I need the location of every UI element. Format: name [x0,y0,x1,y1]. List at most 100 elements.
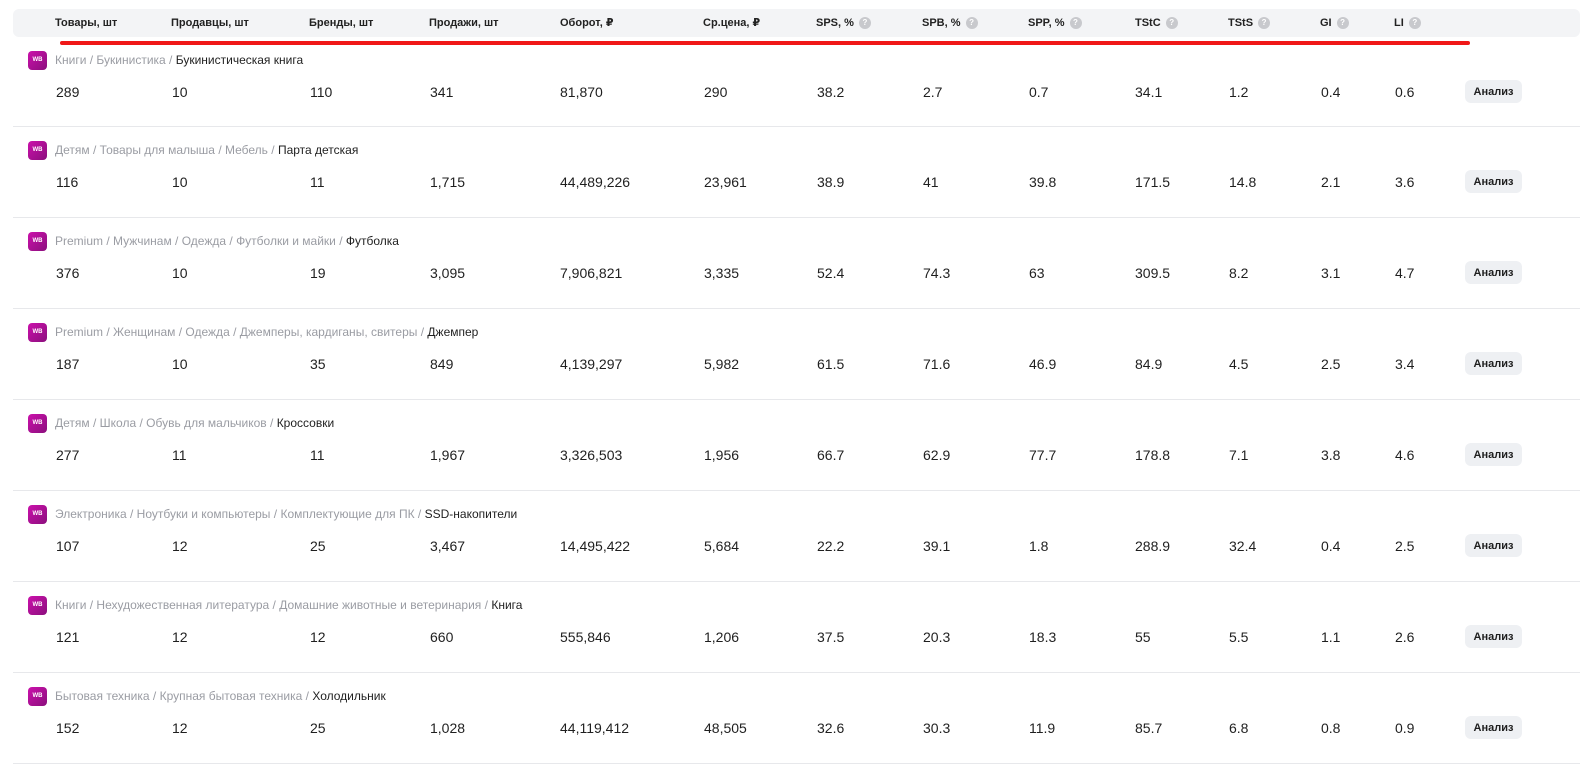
help-icon[interactable]: ? [858,17,871,29]
table-cell: 187 [56,356,80,372]
analyze-button[interactable]: Анализ [1465,534,1522,557]
breadcrumb-item[interactable]: Женщинам [113,325,176,339]
breadcrumb-item[interactable]: Мужчинам [113,234,172,248]
breadcrumb-separator: / [165,53,176,67]
column-header[interactable]: Товары, шт [55,9,117,37]
table-cell: 2.1 [1321,174,1341,190]
breadcrumb-item[interactable]: Нехудожественная литература [96,598,270,612]
breadcrumb-item[interactable]: Крупная бытовая техника [159,689,303,703]
table-cell: 3.4 [1395,356,1415,372]
breadcrumb-item[interactable]: Одежда [185,325,230,339]
table-cell: 660 [430,629,454,645]
breadcrumb-separator: / [86,598,97,612]
table-cell: 12 [172,538,188,554]
breadcrumb-separator: / [414,507,425,521]
breadcrumb-separator: / [270,507,281,521]
table-cell: 7.1 [1229,447,1249,463]
breadcrumb-item[interactable]: Книги [55,53,87,67]
help-icon[interactable]: ? [1336,17,1349,29]
column-header-label: GI [1320,17,1332,29]
breadcrumb-item[interactable]: Одежда [181,234,227,248]
column-header[interactable]: Ср.цена, ₽ [703,9,760,37]
breadcrumb-item[interactable]: Школа [99,416,137,430]
breadcrumb-current: Холодильник [312,689,386,703]
table-cell: 8.2 [1229,265,1249,281]
table-cell: 10 [172,356,188,372]
breadcrumb-current: Футболка [345,234,399,248]
analyze-button[interactable]: Анализ [1465,443,1522,466]
wildberries-logo-icon: WB [28,232,47,251]
breadcrumb-separator: / [89,143,100,157]
table-header: Товары, шт Продавцы, шт Бренды, шт Продажи,… [13,9,1580,37]
breadcrumb-separator: / [103,234,114,248]
help-icon[interactable]: ? [1258,17,1271,29]
breadcrumb-item[interactable]: Футболки и майки [236,234,336,248]
table-cell: 5.5 [1229,629,1249,645]
breadcrumb-item[interactable]: Детям [55,143,90,157]
table-cell: 3.6 [1395,174,1415,190]
breadcrumb-item[interactable]: Домашние животные и ветеринария [279,598,482,612]
column-header[interactable]: Оборот, ₽ [560,9,614,37]
breadcrumb-item[interactable]: Товары для малыша [99,143,215,157]
breadcrumb-item[interactable]: Обувь для мальчиков [146,416,267,430]
breadcrumb-item[interactable]: Книги [55,598,87,612]
column-header[interactable]: LI? [1394,9,1421,37]
breadcrumb-item[interactable]: Premium [55,325,104,339]
help-icon[interactable]: ? [965,17,978,29]
analyze-button[interactable]: Анализ [1465,170,1522,193]
column-header[interactable]: Продавцы, шт [171,9,249,37]
table-cell: 2.5 [1395,538,1415,554]
breadcrumb-item[interactable]: Детям [55,416,90,430]
wildberries-logo-icon: WB [28,323,47,342]
breadcrumb-item[interactable]: Джемперы, кардиганы, свитеры [239,325,418,339]
breadcrumb-item[interactable]: Комплектующие для ПК [280,507,415,521]
column-header[interactable]: SPB, %? [922,9,978,37]
table-cell: 110 [310,84,333,100]
column-header-label: LI [1394,17,1404,29]
category-breadcrumb: Книги / Букинистика / Букинистическая кн… [55,53,303,67]
table-cell: 18.3 [1029,629,1057,645]
breadcrumb-current: Кроссовки [276,416,335,430]
column-header-label: SPP, % [1028,17,1065,29]
category-breadcrumb: Premium / Мужчинам / Одежда / Футболки и… [55,234,399,248]
table-cell: 3,095 [430,265,466,281]
analyze-button[interactable]: Анализ [1465,261,1522,284]
table-cell: 288.9 [1135,538,1171,554]
analyze-button[interactable]: Анализ [1465,80,1522,103]
category-breadcrumb: Бытовая техника / Крупная бытовая техник… [55,689,386,703]
column-header[interactable]: Продажи, шт [429,9,499,37]
table-cell: 62.9 [923,447,951,463]
table-cell: 6.8 [1229,720,1249,736]
wildberries-logo-icon: WB [28,687,47,706]
breadcrumb-separator: / [481,598,492,612]
breadcrumb-item[interactable]: Ноутбуки и компьютеры [136,507,271,521]
analyze-button[interactable]: Анализ [1465,716,1522,739]
breadcrumb-item[interactable]: Premium [55,234,104,248]
breadcrumb-item[interactable]: Мебель [225,143,268,157]
table-cell: 2.5 [1321,356,1341,372]
red-underline-annotation [60,41,1470,45]
table-cell: 32.6 [817,720,845,736]
breadcrumb-separator: / [335,234,346,248]
table-cell: 35 [310,356,326,372]
table-cell: 3,335 [704,265,740,281]
column-header[interactable]: Бренды, шт [309,9,373,37]
column-header[interactable]: TStS? [1228,9,1271,37]
help-icon[interactable]: ? [1069,17,1082,29]
column-header[interactable]: GI? [1320,9,1349,37]
column-header[interactable]: SPP, %? [1028,9,1082,37]
breadcrumb-item[interactable]: Электроника [55,507,127,521]
table-cell: 1,028 [430,720,466,736]
column-header[interactable]: SPS, %? [816,9,871,37]
wildberries-logo-icon: WB [28,596,47,615]
help-icon[interactable]: ? [1165,17,1178,29]
analyze-button[interactable]: Анализ [1465,352,1522,375]
table-cell: 4,139,297 [560,356,623,372]
breadcrumb-item[interactable]: Букинистика [96,53,166,67]
help-icon[interactable]: ? [1408,17,1421,29]
analyze-button[interactable]: Анализ [1465,625,1522,648]
column-header[interactable]: TStC? [1135,9,1178,37]
breadcrumb-item[interactable]: Бытовая техника [55,689,150,703]
wildberries-logo-icon: WB [28,414,47,433]
breadcrumb-current: Парта детская [277,143,359,157]
